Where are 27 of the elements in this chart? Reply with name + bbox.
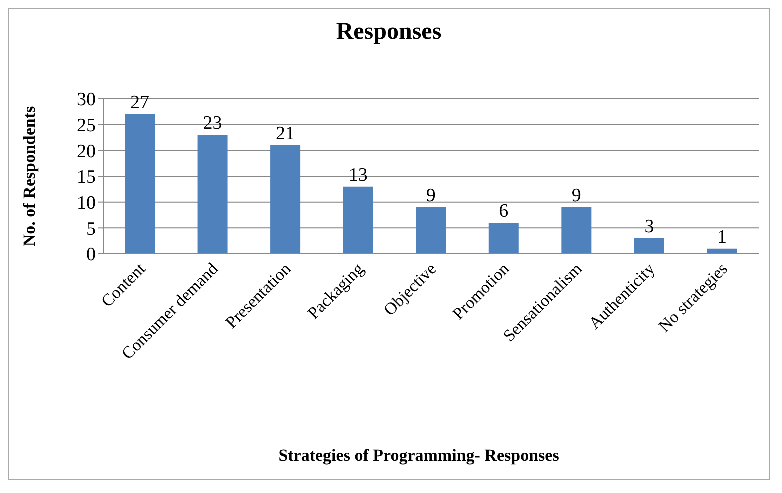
y-tick-label: 5 [86,218,96,240]
data-label: 21 [276,124,296,144]
data-label: 6 [499,201,509,222]
y-tick-label: 25 [77,116,96,137]
bar [125,114,155,254]
bar [562,208,592,254]
data-label: 23 [203,113,222,134]
y-axis-title: No. of Respondents [20,106,40,247]
bar [270,146,301,254]
bar [198,135,228,254]
data-label: 27 [130,92,150,114]
data-label: 1 [717,226,727,248]
y-tick-label: 10 [77,193,96,214]
data-label: 9 [572,186,582,206]
y-tick-label: 30 [77,90,96,111]
chart-title: Responses [335,19,443,46]
bar [343,186,374,254]
y-tick-label: 20 [77,141,96,162]
data-label: 3 [644,216,654,238]
bar [634,238,664,254]
x-axis-title: Strategies of Programming- Responses [278,446,560,466]
y-tick-label: 15 [77,167,96,188]
y-tick-label: 0 [86,244,96,266]
bar [416,208,446,254]
data-label: 9 [426,186,436,206]
data-label: 13 [348,164,368,186]
bar [488,223,519,254]
